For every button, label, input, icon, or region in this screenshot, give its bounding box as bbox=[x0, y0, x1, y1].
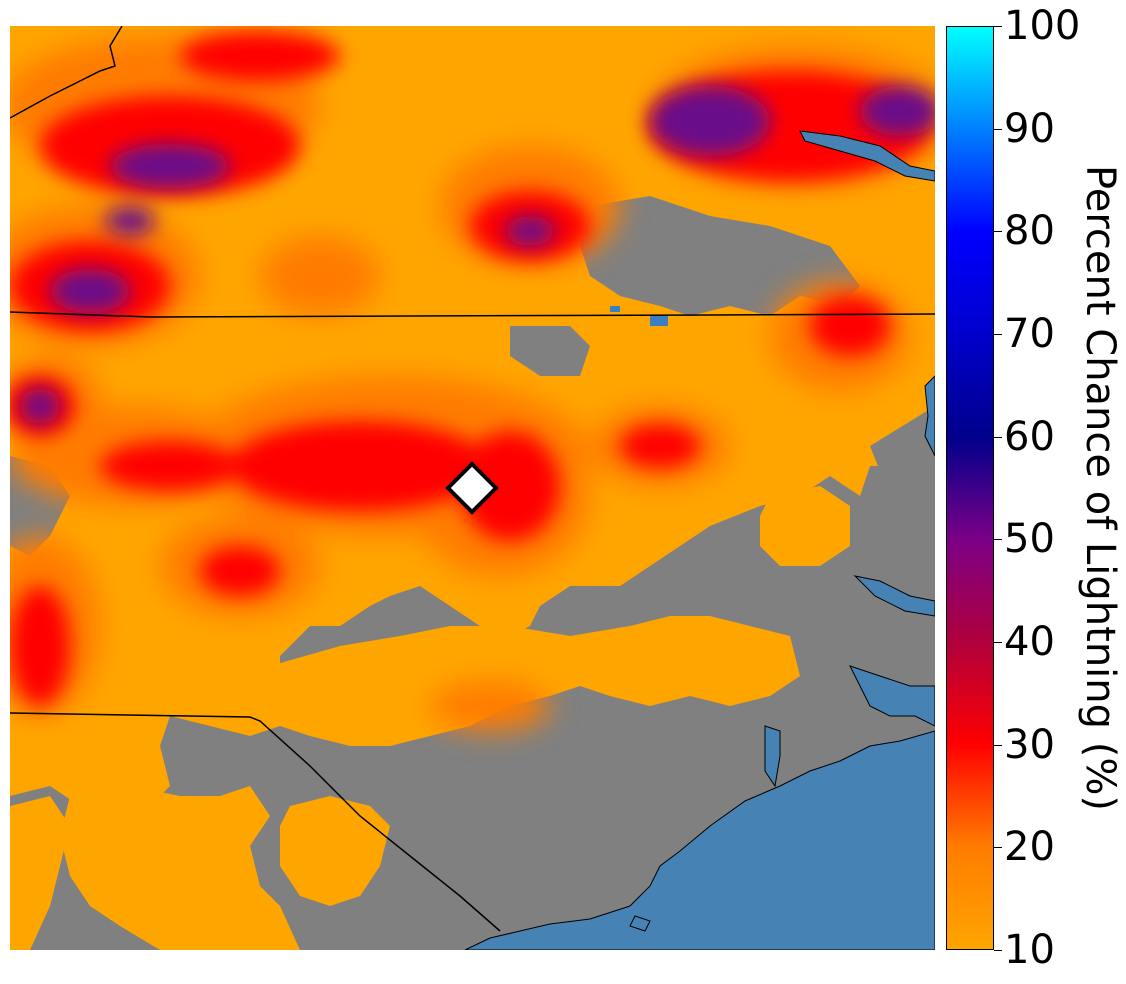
chesapeake-inlet bbox=[924, 375, 935, 457]
state-borders bbox=[10, 26, 935, 932]
colorbar-tick-mark bbox=[994, 436, 1002, 438]
colorbar-tick-mark bbox=[994, 642, 1002, 643]
colorbar-tick-label: 70 bbox=[1004, 311, 1055, 357]
lightning-map bbox=[10, 26, 935, 950]
atlantic-ocean bbox=[464, 730, 935, 950]
colorbar-tick-mark bbox=[994, 847, 1002, 849]
colorbar-tick-label: 80 bbox=[1004, 208, 1055, 255]
cape-fear-estuary bbox=[764, 725, 781, 788]
colorbar-tick-label: 20 bbox=[1004, 824, 1055, 871]
probability-field-very-high bbox=[20, 86, 935, 424]
northeast-bay bbox=[799, 130, 935, 182]
colorbar-tick-label: 100 bbox=[1004, 3, 1081, 49]
map-panel bbox=[10, 26, 935, 950]
border-northwest bbox=[10, 26, 123, 119]
border-south bbox=[10, 712, 501, 932]
colorbar-tick-label: 40 bbox=[1004, 619, 1055, 665]
pamlico-sound bbox=[849, 665, 935, 727]
station-marker-diamond bbox=[445, 461, 499, 515]
colorbar bbox=[946, 26, 994, 950]
colorbar-tick-mark bbox=[994, 231, 1002, 233]
colorbar-tick-label: 90 bbox=[1004, 105, 1055, 152]
colorbar-tick-mark bbox=[994, 334, 1002, 335]
colorbar-tick-label: 50 bbox=[1004, 516, 1055, 563]
colorbar-tick-mark bbox=[994, 539, 1002, 541]
colorbar-label: Percent Chance of Lightning (%) bbox=[1077, 165, 1123, 811]
colorbar-tick-label: 10 bbox=[1004, 927, 1055, 973]
colorbar-tick-label: 60 bbox=[1004, 413, 1055, 460]
colorbar-tick-mark bbox=[994, 26, 1002, 27]
inlet-south bbox=[629, 915, 651, 932]
water-bodies bbox=[464, 130, 935, 950]
albemarle-sound bbox=[853, 575, 935, 617]
colorbar-tick-mark bbox=[994, 128, 1002, 130]
colorbar-tick-label: 30 bbox=[1004, 721, 1055, 768]
colorbar-tick-mark bbox=[994, 744, 1002, 746]
lakes bbox=[610, 306, 668, 326]
colorbar-tick-mark bbox=[994, 950, 1002, 951]
border-north bbox=[10, 311, 935, 318]
